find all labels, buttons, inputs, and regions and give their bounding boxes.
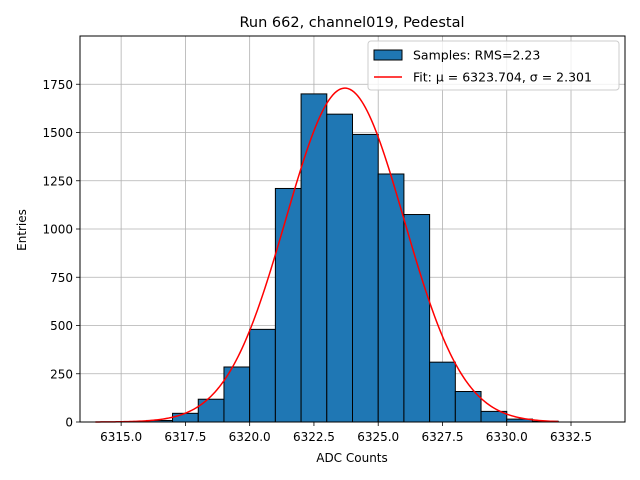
x-tick-label: 6315.0 <box>100 430 142 444</box>
y-axis-ticks: 0 250 500 750 1000 1250 1500 1750 <box>42 78 80 430</box>
y-tick-label: 750 <box>50 271 73 285</box>
histogram-bar <box>377 173 405 423</box>
legend-label: Samples: RMS=2.23 <box>413 48 540 63</box>
y-tick-label: 1500 <box>42 126 73 140</box>
y-tick-label: 1750 <box>42 78 73 92</box>
y-axis-label: Entries <box>15 209 29 251</box>
x-tick-label: 6317.5 <box>164 430 206 444</box>
chart-title: Run 662, channel019, Pedestal <box>239 15 464 31</box>
x-tick-label: 6325.0 <box>357 430 399 444</box>
y-tick-label: 0 <box>65 416 73 430</box>
histogram-bar <box>454 391 482 423</box>
legend-swatch-samples <box>373 49 403 61</box>
histogram-bar <box>274 187 302 423</box>
y-tick-label: 1250 <box>42 174 73 188</box>
histogram-bar <box>197 398 225 423</box>
x-tick-label: 6327.5 <box>421 430 463 444</box>
x-tick-label: 6332.5 <box>550 430 592 444</box>
y-tick-label: 1000 <box>42 223 73 237</box>
x-axis-ticks: 6315.0 6317.5 6320.0 6322.5 6325.0 6327.5 6330… <box>100 422 592 444</box>
histogram-bar <box>429 361 456 423</box>
x-tick-label: 6322.5 <box>293 430 335 444</box>
gaussian-fit-curve <box>95 87 559 423</box>
histogram-bar <box>403 214 431 423</box>
histogram-bar <box>172 412 199 423</box>
histogram-bar <box>352 133 379 423</box>
legend-box <box>367 40 620 91</box>
x-axis-label: ADC Counts <box>316 451 388 465</box>
y-tick-label: 500 <box>50 319 73 333</box>
histogram-bar <box>326 113 353 423</box>
histogram-bar <box>300 93 328 423</box>
histogram-bars <box>146 93 559 423</box>
legend-label: Fit: μ = 6323.704, σ = 2.301 <box>413 70 592 85</box>
x-tick-label: 6320.0 <box>229 430 271 444</box>
histogram-bar <box>249 328 276 423</box>
y-tick-label: 250 <box>50 367 73 381</box>
legend: Samples: RMS=2.23 Fit: μ = 6323.704, σ = … <box>367 40 620 91</box>
x-tick-label: 6330.0 <box>486 430 528 444</box>
